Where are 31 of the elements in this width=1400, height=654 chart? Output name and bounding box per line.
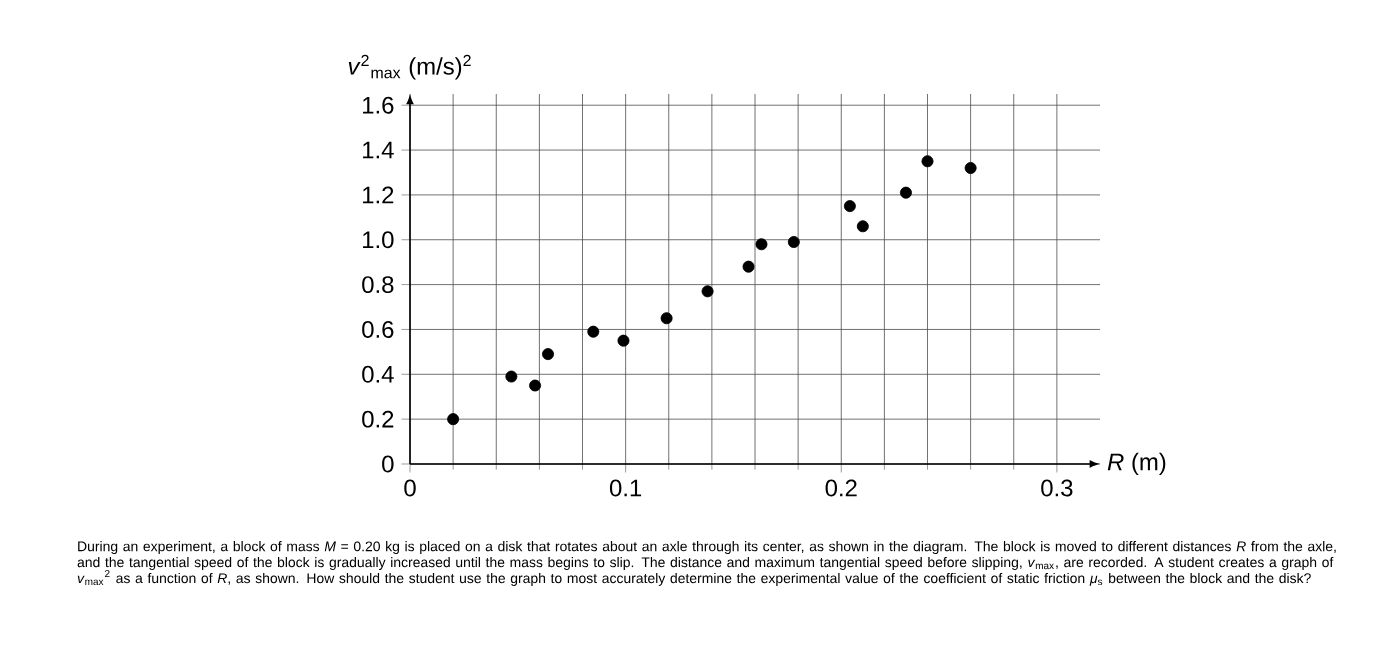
point bbox=[617, 334, 630, 347]
point bbox=[660, 312, 673, 325]
y-tick-label: 1.4 bbox=[363, 141, 394, 159]
point bbox=[742, 260, 755, 273]
y-tick-label: 0.4 bbox=[362, 365, 394, 383]
y-tick-label: 1.6 bbox=[363, 96, 394, 114]
y-axis-title: v$^{2}$$_{max}$ (m/s)$^{2}$ bbox=[348, 54, 471, 80]
point bbox=[447, 413, 460, 426]
x-tick-label: 0.2 bbox=[825, 479, 857, 497]
point bbox=[505, 370, 518, 383]
y-tick-label: 0.2 bbox=[362, 410, 394, 428]
point bbox=[587, 325, 600, 338]
y-tick-label: 1.2 bbox=[363, 186, 394, 204]
y-tick-label: 0.6 bbox=[362, 320, 394, 338]
y-tick-label: 0 bbox=[382, 455, 394, 473]
x-tick-label: 0.3 bbox=[1041, 479, 1073, 497]
point bbox=[701, 285, 714, 298]
point bbox=[755, 238, 768, 251]
x-tick-label: 0.1 bbox=[609, 479, 642, 497]
point bbox=[921, 155, 934, 168]
x-tick-label: 0 bbox=[404, 479, 416, 497]
point bbox=[529, 379, 542, 392]
point bbox=[542, 348, 554, 361]
y-tick-label: 1.0 bbox=[363, 231, 394, 249]
point bbox=[899, 186, 912, 199]
point bbox=[843, 200, 856, 213]
point bbox=[964, 162, 977, 174]
x-axis-title: R (m) bbox=[1107, 452, 1166, 476]
point bbox=[787, 236, 800, 248]
y-tick-label: 0.8 bbox=[362, 276, 394, 294]
point bbox=[856, 220, 869, 233]
